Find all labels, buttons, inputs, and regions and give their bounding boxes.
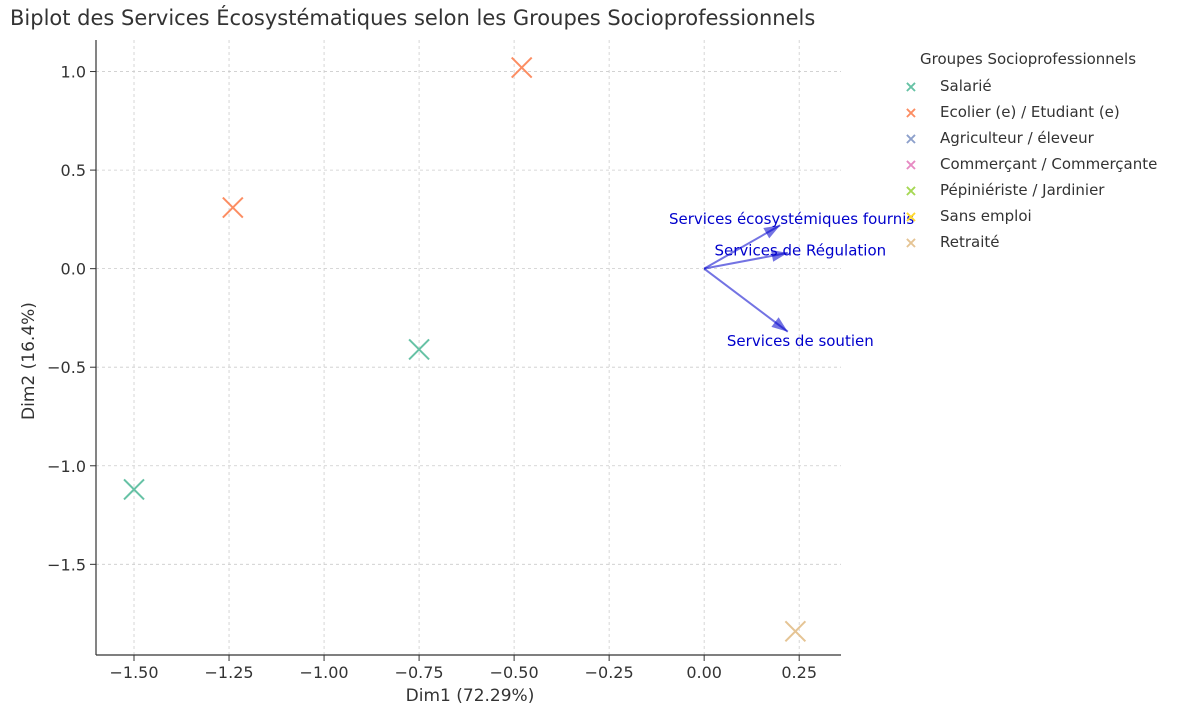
legend-marker-icon: ×	[904, 76, 918, 96]
legend-item: × Salarié	[898, 73, 1157, 99]
legend-title: Groupes Socioprofessionnels	[920, 50, 1137, 68]
arrow-label: Services écosystémiques fournis	[669, 210, 914, 228]
x-tick-label: 0.00	[686, 663, 722, 682]
y-tick-label: −1.0	[47, 457, 86, 476]
x-tick-label: −1.25	[205, 663, 254, 682]
legend-label: Salarié	[940, 77, 992, 95]
legend-label: Commerçant / Commerçante	[940, 155, 1158, 173]
legend-item: × Sans emploi	[898, 203, 1157, 229]
x-tick-label: −0.75	[395, 663, 444, 682]
y-tick-label: −1.5	[47, 555, 86, 574]
legend-item: × Commerçant / Commerçante	[898, 151, 1157, 177]
legend-marker-icon: ×	[904, 232, 918, 252]
marker-stroke	[784, 620, 807, 643]
chart-title: Biplot des Services Écosystématiques sel…	[10, 6, 816, 30]
x-tick-label: −1.50	[109, 663, 158, 682]
y-tick-label: 1.0	[61, 63, 86, 82]
data-point	[784, 620, 807, 643]
x-axis-label: Dim1 (72.29%)	[406, 686, 535, 706]
y-axis-label: Dim2 (16.4%)	[19, 302, 39, 420]
legend-item: × Retraité	[898, 229, 1157, 255]
marker-stroke	[123, 478, 145, 501]
y-tick-label: −0.5	[47, 358, 86, 377]
x-tick-label: −1.00	[300, 663, 349, 682]
grid	[96, 40, 841, 655]
arrowhead	[770, 249, 788, 262]
arrow-line	[703, 267, 789, 333]
axes: −1.50 −1.25 −1.00 −0.75 −0.50 −0.25 0.00 0.25 1.…	[47, 40, 841, 682]
legend-label: Retraité	[940, 233, 1000, 251]
marker-stroke	[511, 56, 533, 79]
legend: Groupes Socioprofessionnels × Salarié × Eco…	[898, 50, 1157, 255]
loading-arrow: Services de soutien	[703, 267, 874, 350]
data-point	[222, 196, 244, 219]
legend-label: Sans emploi	[940, 207, 1032, 225]
x-tick-label: −0.25	[585, 663, 634, 682]
legend-item: × Agriculteur / éleveur	[898, 125, 1157, 151]
legend-item: × Ecolier (e) / Etudiant (e)	[898, 99, 1157, 125]
data-points	[123, 56, 807, 643]
loading-arrow: Services écosystémiques fournis	[669, 210, 914, 270]
marker-stroke	[222, 196, 244, 219]
marker-stroke	[408, 338, 430, 361]
legend-label: Ecolier (e) / Etudiant (e)	[940, 103, 1120, 121]
arrow-label: Services de soutien	[727, 332, 874, 350]
x-tick-label: 0.25	[781, 663, 817, 682]
legend-marker-icon: ×	[904, 102, 918, 122]
data-point	[408, 338, 430, 361]
legend-marker-icon: ×	[904, 128, 918, 148]
arrow-label: Services de Régulation	[715, 242, 887, 260]
legend-item: × Pépiniériste / Jardinier	[898, 177, 1157, 203]
legend-marker-icon: ×	[904, 206, 918, 226]
legend-marker-icon: ×	[904, 154, 918, 174]
y-tick-label: 0.0	[61, 260, 86, 279]
x-tick-label: −0.50	[490, 663, 539, 682]
data-point	[511, 56, 533, 79]
arrowhead	[763, 225, 781, 239]
data-point	[123, 478, 145, 501]
arrowhead	[771, 317, 788, 332]
loading-arrows: Services écosystémiques fournis Services …	[669, 210, 914, 350]
legend-marker-icon: ×	[904, 180, 918, 200]
y-tick-label: 0.5	[61, 161, 86, 180]
legend-label: Pépiniériste / Jardinier	[940, 181, 1105, 199]
loading-arrow: Services de Régulation	[703, 242, 887, 270]
legend-label: Agriculteur / éleveur	[940, 129, 1094, 147]
